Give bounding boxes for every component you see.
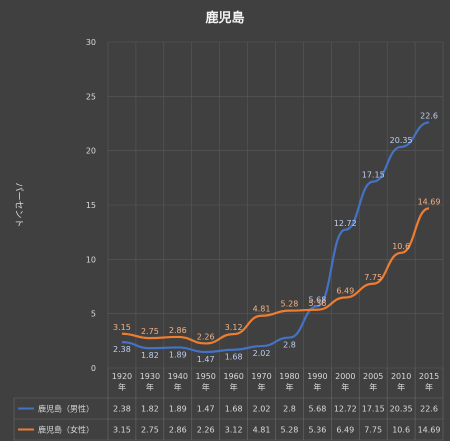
- table-cell: 3.12: [225, 426, 243, 435]
- table-cell: 14.69: [418, 426, 441, 435]
- x-tick-label: 1960 年: [223, 372, 243, 392]
- data-label: 20.35: [390, 136, 413, 145]
- data-label: 22.6: [420, 111, 438, 120]
- table-cell: 2.8: [283, 405, 296, 414]
- table-cell: 3.15: [113, 426, 131, 435]
- y-tick-label: 5: [91, 310, 96, 319]
- x-tick-label: 2000 年: [335, 372, 355, 392]
- table-cell: 2.86: [169, 426, 187, 435]
- y-tick-label: 10: [86, 255, 96, 264]
- data-label: 3.15: [113, 323, 131, 332]
- data-label: 2.38: [113, 345, 131, 354]
- legend-label: 鹿児島（女性）: [38, 425, 94, 435]
- table-cell: 5.28: [281, 426, 299, 435]
- table-cell: 12.72: [334, 405, 357, 414]
- y-tick-label: 30: [86, 38, 96, 47]
- table-cell: 2.38: [113, 405, 131, 414]
- data-label: 12.72: [334, 219, 357, 228]
- data-label: 10.6: [392, 242, 410, 251]
- data-label: 2.86: [169, 326, 187, 335]
- data-label: 14.69: [418, 197, 441, 206]
- x-tick-label: 1970 年: [251, 372, 271, 392]
- series-line-1: [121, 207, 430, 345]
- table-cell: 1.47: [197, 405, 215, 414]
- table-cell: 1.82: [141, 405, 159, 414]
- x-tick-label: 2015 年: [419, 372, 439, 392]
- data-label: 2.26: [197, 332, 215, 341]
- x-tick-label: 1930 年: [140, 372, 160, 392]
- table-cell: 4.81: [253, 426, 271, 435]
- data-label: 5.68: [308, 295, 326, 304]
- table-cell: 5.68: [308, 405, 326, 414]
- data-label: 1.68: [225, 353, 243, 362]
- table-cell: 5.36: [308, 426, 326, 435]
- y-tick-label: 15: [86, 201, 96, 210]
- chart-title: 鹿児島: [205, 10, 244, 26]
- legend-label: 鹿児島（男性）: [38, 404, 94, 414]
- y-tick-label: 20: [86, 147, 96, 156]
- data-label: 3.12: [225, 323, 243, 332]
- data-label: 1.47: [197, 355, 215, 364]
- data-label: 5.28: [281, 300, 299, 309]
- table-cell: 2.75: [141, 426, 159, 435]
- y-axis-label: パーセント: [13, 182, 24, 227]
- table-cell: 7.75: [364, 426, 382, 435]
- table-cell: 10.6: [392, 426, 410, 435]
- data-label: 2.02: [253, 349, 271, 358]
- x-tick-label: 2005 年: [363, 372, 383, 392]
- x-tick-label: 2010 年: [391, 372, 411, 392]
- data-label: 2.8: [283, 341, 296, 350]
- table-cell: 1.89: [169, 405, 187, 414]
- x-tick-label: 1990 年: [307, 372, 327, 392]
- x-tick-label: 1940 年: [168, 372, 188, 392]
- data-label: 1.82: [141, 351, 159, 360]
- data-label: 7.75: [364, 273, 382, 282]
- table-cell: 1.68: [225, 405, 243, 414]
- y-tick-label: 25: [86, 92, 96, 101]
- data-label: 1.89: [169, 350, 187, 359]
- table-cell: 2.02: [253, 405, 271, 414]
- data-label: 4.81: [253, 305, 271, 314]
- x-tick-label: 1920 年: [112, 372, 132, 392]
- y-tick-label: 0: [91, 364, 96, 373]
- table-cell: 6.49: [336, 426, 354, 435]
- table-cell: 20.35: [390, 405, 413, 414]
- data-label: 6.49: [336, 286, 354, 295]
- table-cell: 17.15: [362, 405, 385, 414]
- data-label: 17.15: [362, 171, 385, 180]
- series-line-0: [121, 121, 430, 354]
- table-cell: 22.6: [420, 405, 438, 414]
- data-label: 2.75: [141, 327, 159, 336]
- table-cell: 2.26: [197, 426, 215, 435]
- x-tick-label: 1980 年: [279, 372, 299, 392]
- x-tick-label: 1950 年: [196, 372, 216, 392]
- data-label: 5.36: [308, 299, 326, 308]
